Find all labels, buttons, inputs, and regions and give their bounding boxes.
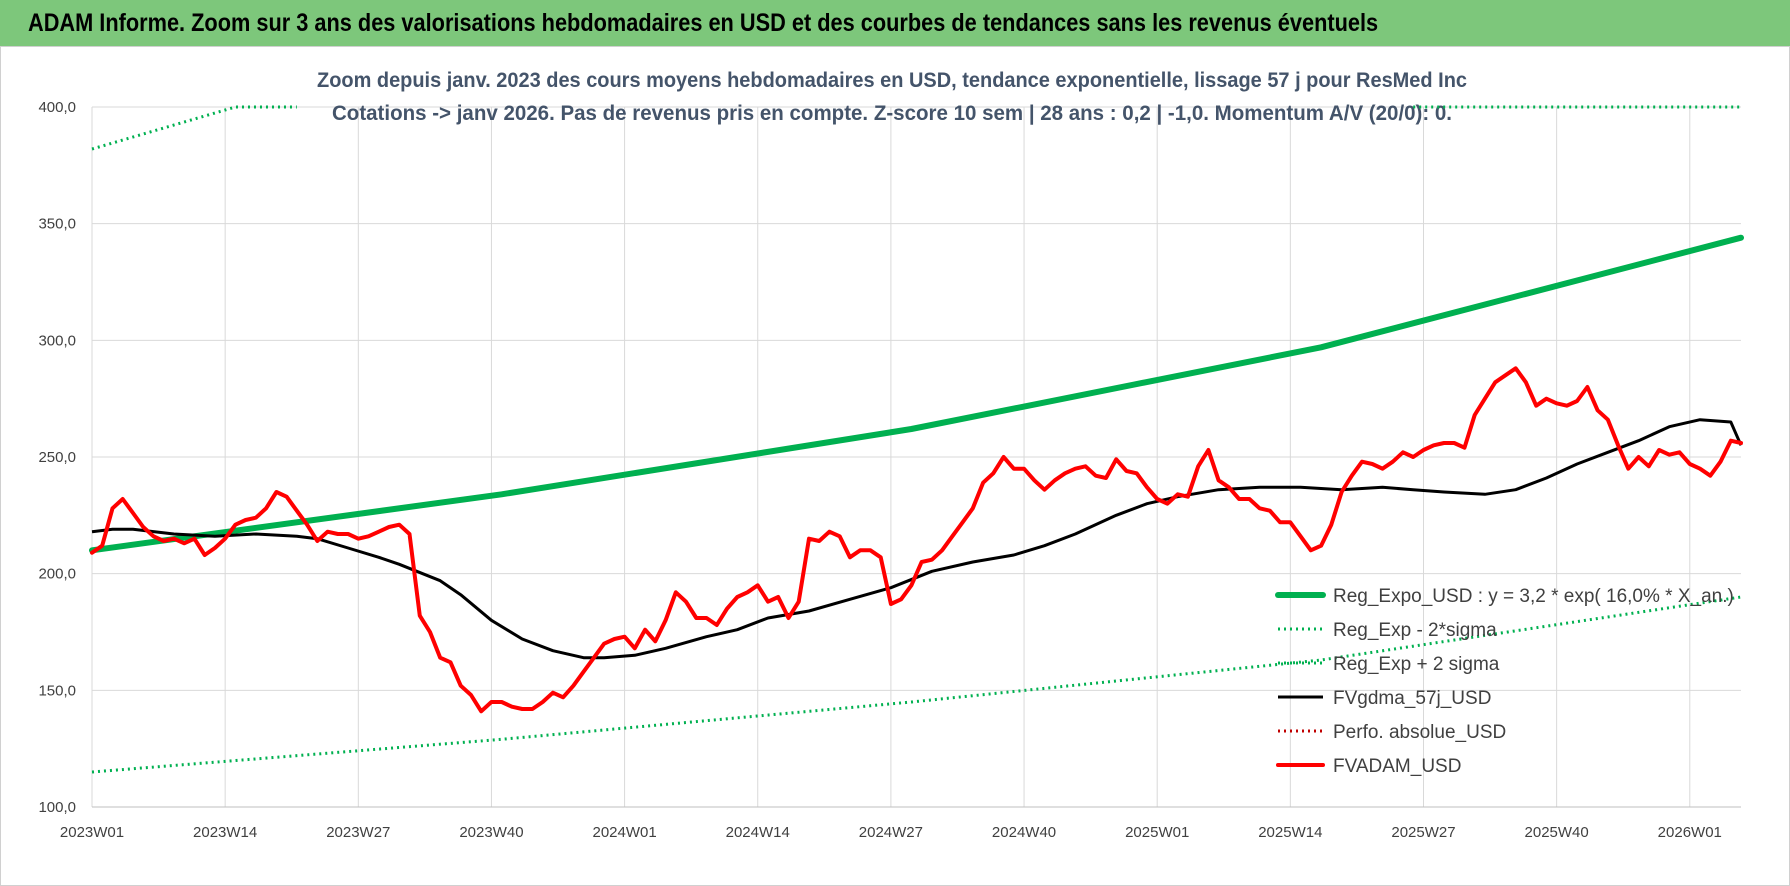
legend-label: Reg_Exp - 2*sigma <box>1333 620 1497 641</box>
y-tick-label: 100,0 <box>38 799 76 816</box>
y-tick-label: 150,0 <box>38 682 76 699</box>
series-line-2-segment-0 <box>91 105 297 151</box>
x-tick-label: 2024W40 <box>992 824 1056 841</box>
grid <box>91 106 1741 808</box>
x-tick-label: 2024W01 <box>592 824 656 841</box>
x-tick-label: 2025W14 <box>1258 824 1322 841</box>
series-line-1 <box>91 595 1742 774</box>
legend-label: FVgdma_57j_USD <box>1333 688 1491 709</box>
series-line-0 <box>89 234 1744 554</box>
x-tick-label: 2025W01 <box>1125 824 1189 841</box>
x-tick-label: 2023W01 <box>60 824 124 841</box>
chart-frame: Zoom depuis janv. 2023 des cours moyens … <box>0 46 1790 886</box>
x-tick-label: 2024W27 <box>859 824 923 841</box>
legend-label: Perfo. absolue_USD <box>1333 722 1506 743</box>
chart-subtitle-line-1: Zoom depuis janv. 2023 des cours moyens … <box>317 69 1467 92</box>
legend: Reg_Expo_USD : y = 3,2 * exp( 16,0% * X_… <box>1275 586 1734 777</box>
series-layer <box>89 105 1744 774</box>
x-tick-label: 2026W01 <box>1658 824 1722 841</box>
legend-label: Reg_Expo_USD : y = 3,2 * exp( 16,0% * X_… <box>1333 586 1734 607</box>
y-tick-label: 300,0 <box>38 332 76 349</box>
y-tick-label: 400,0 <box>38 99 76 116</box>
x-tick-label: 2023W14 <box>193 824 257 841</box>
chart-subtitle-line-2: Cotations -> janv 2026. Pas de revenus p… <box>332 102 1452 125</box>
header-bar: ADAM Informe. Zoom sur 3 ans des valoris… <box>0 0 1790 47</box>
x-tick-label: 2025W40 <box>1525 824 1589 841</box>
page-title: ADAM Informe. Zoom sur 3 ans des valoris… <box>28 9 1379 37</box>
y-tick-label: 200,0 <box>38 566 76 583</box>
y-axis: 100,0 150,0 200,0 250,0 300,0 350,0 400,0 <box>38 99 76 816</box>
legend-label: Reg_Exp + 2 sigma <box>1333 654 1500 675</box>
legend-label: FVADAM_USD <box>1333 756 1461 777</box>
series-line-5 <box>90 366 1743 714</box>
x-tick-label: 2023W27 <box>326 824 390 841</box>
series-line-3 <box>91 418 1743 660</box>
x-tick-label: 2025W27 <box>1391 824 1455 841</box>
y-tick-label: 350,0 <box>38 216 76 233</box>
line-chart: Zoom depuis janv. 2023 des cours moyens … <box>38 69 1744 841</box>
x-tick-label: 2024W14 <box>726 824 790 841</box>
y-tick-label: 250,0 <box>38 449 76 466</box>
x-tick-label: 2023W40 <box>459 824 523 841</box>
x-axis: 2023W01 2023W14 2023W27 2023W40 2024W01 2024W… <box>60 824 1722 841</box>
